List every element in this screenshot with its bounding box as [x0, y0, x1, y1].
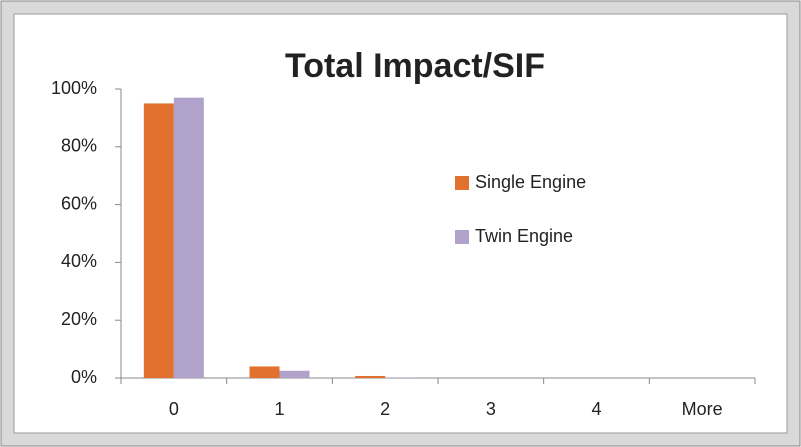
- legend-swatch: [455, 176, 469, 190]
- chart-title: Total Impact/SIF: [285, 47, 545, 85]
- x-tick-label: More: [682, 399, 723, 419]
- bar: [143, 103, 174, 378]
- x-tick-label: 1: [274, 399, 284, 419]
- y-tick-label: 100%: [51, 78, 97, 98]
- bar: [355, 375, 386, 378]
- legend-label: Twin Engine: [475, 226, 573, 246]
- legend-swatch: [455, 230, 469, 244]
- bar: [385, 377, 416, 378]
- x-tick-label: 2: [380, 399, 390, 419]
- y-tick-label: 60%: [61, 193, 97, 213]
- y-tick-label: 80%: [61, 136, 97, 156]
- legend-label: Single Engine: [475, 172, 586, 192]
- y-tick-label: 40%: [61, 251, 97, 271]
- y-tick-label: 0%: [71, 367, 97, 387]
- bar: [173, 97, 204, 379]
- bar: [249, 366, 280, 378]
- plot-background: [13, 13, 788, 434]
- bar: [279, 370, 310, 378]
- x-tick-label: 0: [169, 399, 179, 419]
- x-tick-label: 3: [486, 399, 496, 419]
- y-tick-label: 20%: [61, 309, 97, 329]
- x-tick-label: 4: [591, 399, 601, 419]
